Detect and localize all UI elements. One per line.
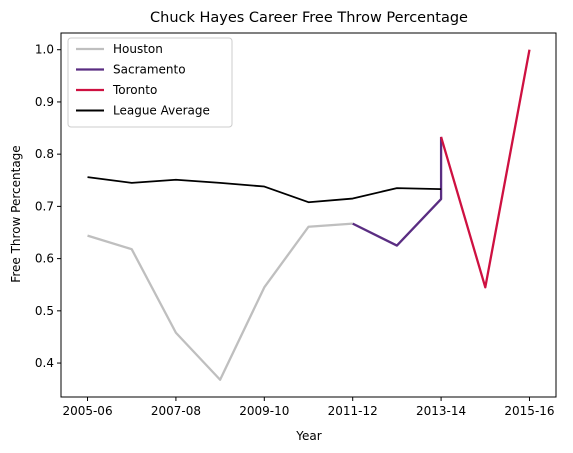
x-axis-title: Year xyxy=(295,429,321,443)
y-tick-label: 0.8 xyxy=(35,147,54,161)
x-tick-label: 2005-06 xyxy=(62,404,112,418)
x-tick-label: 2015-16 xyxy=(504,404,554,418)
legend-label-toronto: Toronto xyxy=(112,83,157,97)
plot-area xyxy=(87,49,531,381)
y-axis-title: Free Throw Percentage xyxy=(9,145,23,282)
y-tick-label: 0.9 xyxy=(35,95,54,109)
legend-box xyxy=(67,37,233,128)
y-tick-label: 0.6 xyxy=(35,252,54,266)
plot-frame xyxy=(60,32,557,398)
series-line-toronto xyxy=(439,49,531,289)
y-tick-label: 1.0 xyxy=(35,43,54,57)
x-axis: 2005-06 2007-08 2009-10 2011-12 2013-14 2015-… xyxy=(62,397,555,418)
y-tick-label: 0.4 xyxy=(35,356,54,370)
y-tick-label: 0.5 xyxy=(35,304,54,318)
legend-label-sacramento: Sacramento xyxy=(113,63,186,77)
legend-label-league-average: League Average xyxy=(113,104,210,118)
x-tick-label: 2011-12 xyxy=(328,404,378,418)
legend: Houston Sacramento Toronto League Average xyxy=(67,37,233,128)
legend-label-houston: Houston xyxy=(113,42,163,56)
series-line-sacramento xyxy=(352,136,443,247)
y-axis: 0.4 0.5 0.6 0.7 0.8 0.9 1.0 xyxy=(35,43,61,370)
chart-title: Chuck Hayes Career Free Throw Percentage xyxy=(150,10,468,26)
x-tick-label: 2007-08 xyxy=(151,404,201,418)
x-tick-label: 2013-14 xyxy=(416,404,466,418)
series-line-league-average xyxy=(87,176,442,204)
y-tick-label: 0.7 xyxy=(35,199,54,213)
x-tick-label: 2009-10 xyxy=(239,404,289,418)
series-line-houston xyxy=(87,222,353,381)
